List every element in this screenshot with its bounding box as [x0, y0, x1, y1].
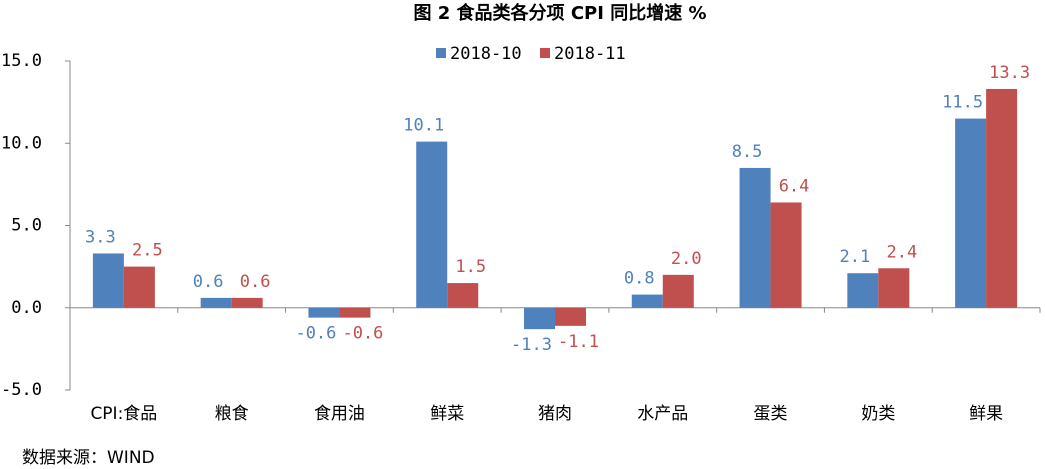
value-label: 10.1 [403, 116, 444, 136]
y-tick-label: -5.0 [1, 380, 42, 400]
value-label: 0.6 [193, 272, 224, 292]
value-label: 6.4 [779, 176, 810, 196]
legend-swatch [436, 48, 446, 58]
value-label: -0.6 [342, 324, 383, 344]
value-label: 2.0 [671, 249, 702, 269]
value-label: -1.3 [511, 335, 552, 355]
source-note: 数据来源：WIND [22, 448, 155, 468]
value-label: -0.6 [295, 324, 336, 344]
legend-swatch [540, 48, 550, 58]
bar [339, 307, 371, 318]
value-label: 0.8 [624, 269, 655, 289]
y-tick-label: 15.0 [1, 51, 42, 71]
x-tick-label: 水产品 [637, 404, 688, 424]
bar [308, 307, 340, 318]
bar [416, 141, 448, 308]
value-label: 8.5 [732, 142, 763, 162]
bar [123, 266, 155, 308]
value-label: 2.5 [132, 241, 163, 261]
value-label: 13.3 [989, 63, 1030, 83]
bar [739, 167, 771, 308]
bar [524, 307, 555, 330]
bar [231, 297, 263, 308]
bar [847, 273, 879, 308]
value-label: -1.1 [558, 332, 599, 352]
x-tick-label: 蛋类 [754, 404, 788, 424]
chart-title: 图 2 食品类各分项 CPI 同比增速 % [414, 2, 707, 24]
y-tick-label: 0.0 [11, 298, 42, 318]
value-label: 3.3 [85, 227, 116, 247]
value-label: 11.5 [942, 93, 983, 113]
y-tick-label: 10.0 [1, 133, 42, 153]
y-tick-label: 5.0 [11, 216, 42, 236]
bar [662, 274, 694, 308]
value-label: 0.6 [240, 272, 271, 292]
bar [92, 253, 124, 308]
value-label: 1.5 [455, 257, 486, 277]
bar [770, 202, 802, 308]
legend-label: 2018-11 [554, 44, 626, 64]
x-tick-label: 奶类 [861, 404, 895, 424]
x-tick-label: 猪肉 [538, 404, 572, 424]
x-tick-label: 鲜菜 [430, 404, 464, 424]
x-tick-label: 粮食 [215, 404, 249, 424]
value-label: 2.4 [886, 242, 917, 262]
bar [878, 268, 910, 308]
x-tick-label: 鲜果 [969, 404, 1003, 424]
x-tick-label: 食用油 [314, 404, 365, 424]
bar [555, 307, 586, 326]
legend-label: 2018-10 [450, 44, 522, 64]
bar [986, 88, 1018, 308]
bar [200, 297, 232, 308]
bar [955, 118, 987, 308]
bar [631, 294, 663, 308]
value-label: 2.1 [839, 247, 870, 267]
x-tick-label: CPI:食品 [90, 404, 157, 424]
bar [447, 283, 479, 308]
